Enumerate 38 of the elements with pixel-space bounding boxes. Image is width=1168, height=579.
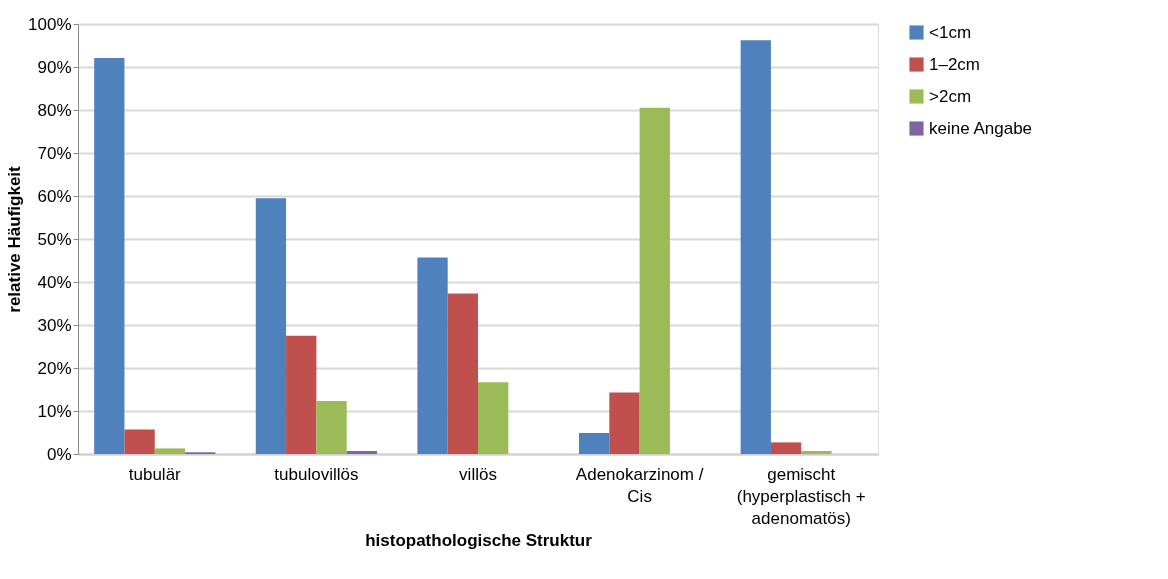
y-tick-label: 0% [46,444,72,464]
bar [801,450,832,454]
bar [94,57,125,454]
x-tick-label: gemischt (hyperplastisch + adenomatös) [736,464,866,528]
bar [316,401,347,454]
y-tick-label: 80% [37,100,72,120]
y-tick-label: 50% [37,229,72,249]
bar [255,198,287,454]
y-tick-label: 90% [37,57,72,77]
bar [609,392,640,454]
x-tick-label: tubulär [128,464,182,484]
bar [579,432,610,454]
y-tick-label: 40% [37,272,72,292]
y-tick-label: 60% [37,186,72,206]
bar [740,40,771,454]
legend-label: <1cm [929,22,972,42]
bar [770,442,802,454]
bar [124,429,155,454]
x-tick-label: tubulovillös [274,464,359,484]
bar [447,293,478,454]
legend-label: >2cm [929,86,972,106]
x-axis-title: histopathologische Struktur [365,530,593,550]
y-axis-title: relative Häufigkeit [5,165,25,313]
bar [639,107,670,454]
bar [346,450,377,454]
x-tick-label: Adenokarzinom / Cis [575,464,704,506]
y-tick-label: 20% [37,358,72,378]
bar [286,335,317,454]
y-tick-label: 10% [37,401,72,421]
legend-label: keine Angabe [929,118,1033,138]
y-tick-label: 100% [28,14,72,34]
bar [478,382,509,454]
x-tick-label: villös [459,464,497,484]
y-tick-label: 30% [37,315,72,335]
bar [154,448,186,454]
bar [417,257,448,454]
legend-label: 1–2cm [929,54,981,74]
y-tick-label: 70% [37,143,72,163]
